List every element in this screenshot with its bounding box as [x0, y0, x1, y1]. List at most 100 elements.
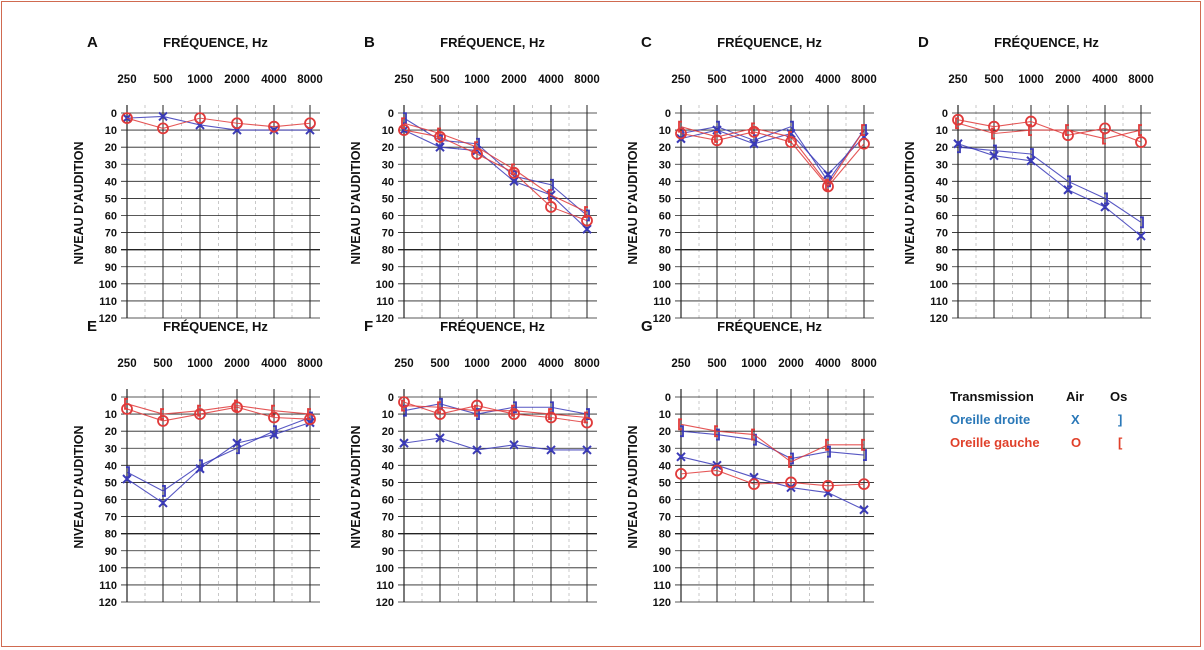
panel-a-left-air-point-4000: [268, 120, 280, 133]
legend-right-bone-symbol: ]: [1118, 412, 1123, 427]
panel-e-right-bone-point-2000: [236, 442, 240, 455]
panel-c-left-bone-point-8000: [861, 124, 865, 136]
panel-a-xtick-8000: 8000: [297, 74, 323, 86]
panel-c-left-air-point-8000: [858, 137, 870, 150]
panel-f-right-bone-point-2000: [513, 401, 517, 414]
panel-a-ytick-20: 20: [105, 142, 117, 154]
panel-b-ytick-0: 0: [388, 108, 394, 120]
panel-e-left-bone-point-4000: [271, 404, 275, 417]
legend-left-bone-symbol: [: [1118, 435, 1123, 450]
panel-e-right-bone-point-1000: [199, 459, 203, 472]
panel-e-ytick-30: 30: [105, 443, 117, 455]
panel-g-xtick-250: 250: [671, 358, 690, 370]
panel-g-left-air-line: [680, 469, 865, 487]
panel-d-ylabel: NIVEAU D'AUDITION: [903, 141, 917, 264]
panel-f-ytick-30: 30: [382, 443, 394, 455]
panel-a-left-air-point-250: [121, 112, 133, 125]
panel-f-ytick-120: 120: [376, 597, 394, 609]
panel-d-right-air-point-8000: [1136, 231, 1146, 241]
panel-a-ytick-110: 110: [99, 296, 117, 308]
panel-d-left-bone-point-500: [991, 127, 995, 140]
panel-f-left-bone-point-4000: [548, 408, 552, 420]
panel-d-ytick-10: 10: [936, 125, 948, 137]
panel-g-ytick-60: 60: [659, 495, 671, 507]
panel-c-xtick-1000: 1000: [741, 74, 767, 86]
panel-g-xtick-1000: 1000: [741, 358, 767, 370]
panel-c-left-air-point-4000: [822, 180, 834, 193]
panel-b-ytick-60: 60: [382, 211, 394, 223]
panel-e-left-air-point-1000: [194, 408, 206, 420]
panel-a-ytick-60: 60: [105, 211, 117, 223]
panel-e-ytick-0: 0: [111, 392, 117, 404]
panel-a-left-air-point-1000: [194, 112, 206, 125]
panel-c-right-bone-line: [680, 126, 865, 183]
panel-e-left-air-line: [126, 406, 311, 422]
panel-a-xtick-1000: 1000: [187, 74, 213, 86]
panel-b-xtick-8000: 8000: [574, 74, 600, 86]
panel-a-title: FRÉQUENCE, Hz: [163, 35, 268, 50]
panel-b-left-air-line: [403, 129, 588, 222]
panel-f-right-air-point-500: [435, 433, 445, 443]
panel-e-left-bone-point-8000: [307, 408, 311, 420]
panel-g-ytick-100: 100: [653, 563, 671, 575]
panel-e-ytick-110: 110: [99, 580, 117, 592]
panel-f-xtick-8000: 8000: [574, 358, 600, 370]
panel-b-left-bone-point-250: [401, 117, 405, 130]
panel-d-left-air-point-250: [952, 113, 964, 126]
panel-b-left-bone-point-4000: [548, 189, 552, 201]
panel-d-right-bone-point-4000: [1104, 192, 1108, 205]
panel-e-right-bone-point-500: [162, 485, 166, 497]
panel-a-ytick-0: 0: [111, 108, 117, 120]
panel-c-left-bone-point-1000: [751, 122, 755, 135]
panel-d-xtick-500: 500: [984, 74, 1003, 86]
panel-c-ytick-120: 120: [653, 313, 671, 325]
panel-b-xtick-1000: 1000: [464, 74, 490, 86]
panel-d-xtick-1000: 1000: [1018, 74, 1044, 86]
panel-f-ytick-10: 10: [382, 409, 394, 421]
panel-e-xtick-8000: 8000: [297, 358, 323, 370]
panel-g-ytick-70: 70: [659, 512, 671, 524]
panel-a-left-air-point-2000: [231, 117, 243, 130]
panel-f-right-bone-point-1000: [476, 408, 480, 420]
legend-header-air: Air: [1066, 389, 1085, 404]
panel-c-ytick-20: 20: [659, 142, 671, 154]
panel-g-left-air-point-500: [711, 464, 723, 477]
panel-a-right-air-line: [126, 115, 310, 131]
panel-g-right-bone-point-4000: [827, 445, 831, 458]
panel-e-right-bone-line: [126, 416, 311, 492]
panel-e-ytick-10: 10: [105, 409, 117, 421]
panel-b-ytick-110: 110: [376, 296, 394, 308]
panel-b-title: FRÉQUENCE, Hz: [440, 35, 545, 50]
panel-f-right-air-point-4000: [546, 445, 556, 455]
panel-a-ylabel: NIVEAU D'AUDITION: [72, 141, 86, 264]
panel-d-ytick-50: 50: [936, 193, 948, 205]
panel-b-left-air-point-8000: [581, 214, 593, 227]
panel-d-left-air-point-8000: [1135, 136, 1147, 148]
panel-b-letter: B: [364, 34, 375, 51]
panel-g-ytick-40: 40: [659, 460, 671, 472]
panel-c-left-air-point-250: [675, 127, 687, 140]
panel-g-right-bone-line: [680, 430, 865, 460]
panel-e-ytick-60: 60: [105, 495, 117, 507]
panel-g-left-bone-point-2000: [788, 456, 792, 468]
panel-c-ytick-80: 80: [659, 245, 671, 257]
panel-d-left-bone-point-2000: [1065, 124, 1069, 136]
panel-f-left-bone-point-250: [401, 399, 405, 412]
panel-b-ytick-40: 40: [382, 176, 394, 188]
panel-f-ytick-0: 0: [388, 392, 394, 404]
panel-c-title: FRÉQUENCE, Hz: [717, 35, 822, 50]
panel-a-ytick-100: 100: [99, 279, 117, 291]
panel-e-ytick-120: 120: [99, 597, 117, 609]
panel-e-xtick-500: 500: [153, 358, 172, 370]
panel-e-ytick-40: 40: [105, 460, 117, 472]
panel-d-right-bone-point-500: [993, 144, 997, 157]
panel-g-right-bone-point-2000: [790, 452, 794, 465]
panel-e-letter: E: [87, 318, 97, 335]
panel-a-ytick-120: 120: [99, 313, 117, 325]
panel-c-left-air-line: [680, 131, 865, 188]
panel-e-ytick-80: 80: [105, 529, 117, 541]
panel-d-ytick-120: 120: [930, 313, 948, 325]
panel-d-left-bone-point-1000: [1028, 124, 1032, 136]
panel-a-right-air-point-500: [158, 111, 168, 122]
